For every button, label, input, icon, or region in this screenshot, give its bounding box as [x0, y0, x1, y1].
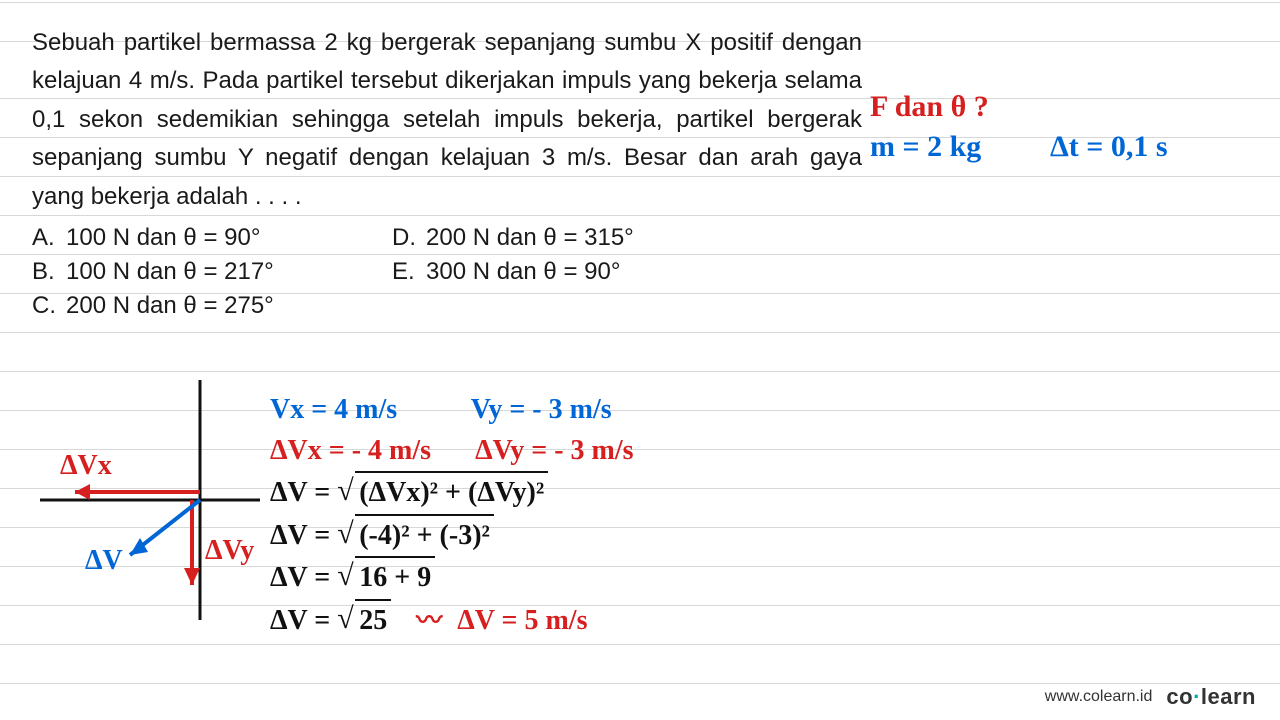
work-dvy: ΔVy = - 3 m/s	[475, 435, 633, 466]
brand-dot: ·	[1193, 684, 1201, 709]
work-step1: ΔV = (ΔVx)² + (ΔVy)²	[270, 471, 970, 514]
option-b: B.100 N dan θ = 217°	[32, 258, 392, 286]
worked-solution: Vx = 4 m/s Vy = - 3 m/s ΔVx = - 4 m/s ΔV…	[270, 390, 970, 642]
dvx-label: ΔVx	[60, 450, 112, 482]
footer: www.colearn.id co·learn	[1045, 684, 1256, 710]
dvy-arrow-head	[184, 568, 200, 585]
work-vy: Vy = - 3 m/s	[471, 394, 612, 425]
dv-label: ΔV	[85, 545, 123, 577]
option-b-text: 100 N dan θ = 217°	[66, 258, 274, 285]
step2-lhs: ΔV =	[270, 520, 330, 551]
step1-lhs: ΔV =	[270, 477, 330, 508]
step4-lhs: ΔV =	[270, 605, 330, 636]
dvx-arrow-head	[75, 484, 90, 500]
work-step3: ΔV = 16 + 9	[270, 556, 970, 599]
option-d: D.200 N dan θ = 315°	[392, 224, 752, 252]
result-arrow: 〰	[416, 606, 442, 635]
option-c: C.200 N dan θ = 275°	[32, 292, 392, 320]
option-e-text: 300 N dan θ = 90°	[426, 258, 620, 285]
option-e: E.300 N dan θ = 90°	[392, 258, 752, 286]
vector-diagram: ΔVx ΔVy ΔV	[30, 360, 270, 640]
option-c-text: 200 N dan θ = 275°	[66, 292, 274, 319]
diagram-svg	[30, 360, 270, 640]
dvy-label: ΔVy	[205, 535, 254, 567]
step2-rad: (-4)² + (-3)²	[355, 514, 494, 557]
option-d-text: 200 N dan θ = 315°	[426, 224, 634, 251]
work-step2: ΔV = (-4)² + (-3)²	[270, 514, 970, 557]
option-a: A.100 N dan θ = 90°	[32, 224, 392, 252]
step3-lhs: ΔV =	[270, 562, 330, 593]
option-a-text: 100 N dan θ = 90°	[66, 224, 260, 251]
step1-rad: (ΔVx)² + (ΔVy)²	[355, 471, 548, 514]
brand-left: co	[1166, 684, 1193, 709]
work-dvx: ΔVx = - 4 m/s	[270, 435, 431, 466]
footer-brand: co·learn	[1166, 684, 1256, 710]
step3-rad: 16 + 9	[355, 556, 435, 599]
options-grid: A.100 N dan θ = 90° D.200 N dan θ = 315°…	[32, 224, 1248, 320]
work-vx: Vx = 4 m/s	[270, 394, 397, 425]
content: Sebuah partikel bermassa 2 kg bergerak s…	[0, 0, 1280, 344]
footer-url: www.colearn.id	[1045, 688, 1153, 706]
work-step4: ΔV = 25 〰 ΔV = 5 m/s	[270, 599, 970, 642]
step4-rad: 25	[355, 599, 391, 642]
brand-right: learn	[1201, 684, 1256, 709]
problem-text: Sebuah partikel bermassa 2 kg bergerak s…	[32, 24, 862, 216]
work-result: ΔV = 5 m/s	[457, 605, 587, 636]
